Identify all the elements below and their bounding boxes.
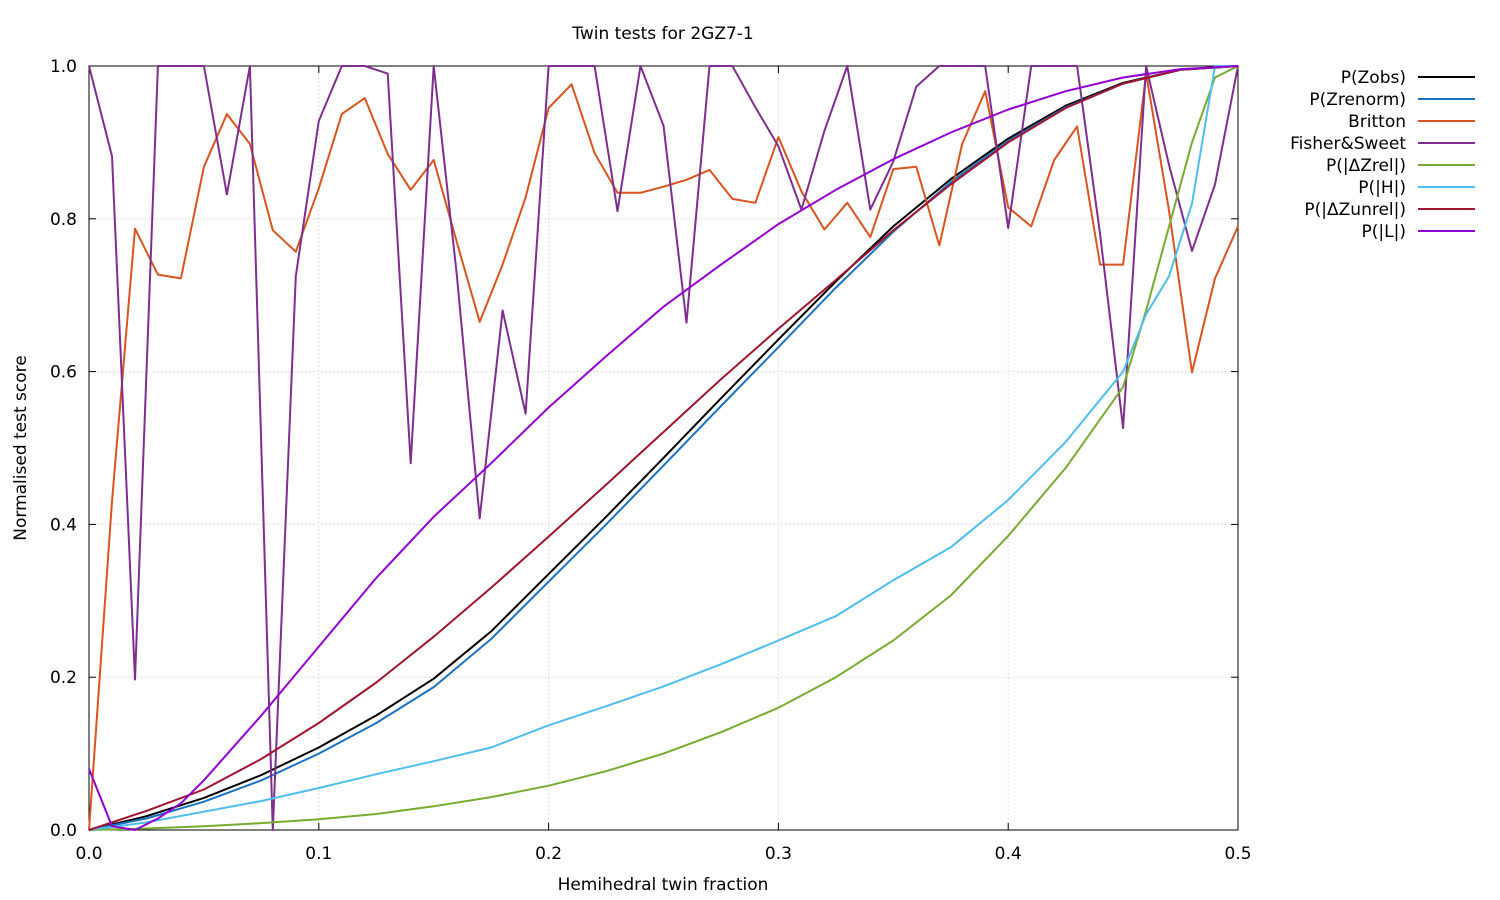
y-tick-label: 0.4 bbox=[50, 515, 77, 535]
chart-title: Twin tests for 2GZ7-1 bbox=[571, 24, 753, 44]
legend-label-p-zrel: P(|ΔZrel|) bbox=[1326, 156, 1406, 176]
grid bbox=[89, 66, 1238, 830]
y-tick-label: 0.2 bbox=[50, 668, 77, 688]
series-line-p-zunrel bbox=[88, 65, 1239, 831]
series-layer bbox=[88, 65, 1239, 831]
series-line-fisher-sweet bbox=[88, 65, 1239, 831]
legend-label-p-zrenorm: P(Zrenorm) bbox=[1309, 90, 1406, 110]
series-line-p-zrel bbox=[88, 65, 1239, 831]
legend-label-p-l: P(|L|) bbox=[1362, 222, 1406, 242]
legend-label-p-h: P(|H|) bbox=[1358, 178, 1406, 198]
x-tick-label: 0.5 bbox=[1224, 844, 1251, 864]
series-line-p-zobs bbox=[88, 65, 1239, 831]
y-tick-label: 1.0 bbox=[50, 57, 77, 77]
legend-label-p-zobs: P(Zobs) bbox=[1341, 68, 1406, 88]
series-line-britton bbox=[88, 72, 1239, 831]
series-line-p-l bbox=[88, 65, 1239, 831]
series-line-p-h bbox=[88, 65, 1238, 831]
legend: P(Zobs)P(Zrenorm)BrittonFisher&SweetP(|Δ… bbox=[1290, 68, 1475, 242]
x-tick-label: 0.2 bbox=[535, 844, 562, 864]
legend-label-britton: Britton bbox=[1348, 112, 1406, 132]
x-tick-label: 0.4 bbox=[995, 844, 1022, 864]
x-tick-label: 0.0 bbox=[75, 844, 102, 864]
axis-ticks: 0.0 0.1 0.2 0.3 0.4 0.5 0.0 0.2 0.4 0.6 0.8 1.0 bbox=[50, 57, 1252, 864]
legend-label-p-zunrel: P(|ΔZunrel|) bbox=[1304, 200, 1406, 220]
y-axis-title: Normalised test score bbox=[11, 355, 31, 540]
x-tick-label: 0.1 bbox=[305, 844, 332, 864]
x-tick-label: 0.3 bbox=[765, 844, 792, 864]
legend-label-fisher-sweet: Fisher&Sweet bbox=[1290, 134, 1406, 154]
y-tick-label: 0.6 bbox=[50, 363, 77, 383]
y-tick-label: 0.8 bbox=[50, 210, 77, 230]
plot-frame bbox=[88, 65, 1239, 831]
x-axis-title: Hemihedral twin fraction bbox=[558, 875, 769, 895]
y-tick-label: 0.0 bbox=[50, 821, 77, 841]
